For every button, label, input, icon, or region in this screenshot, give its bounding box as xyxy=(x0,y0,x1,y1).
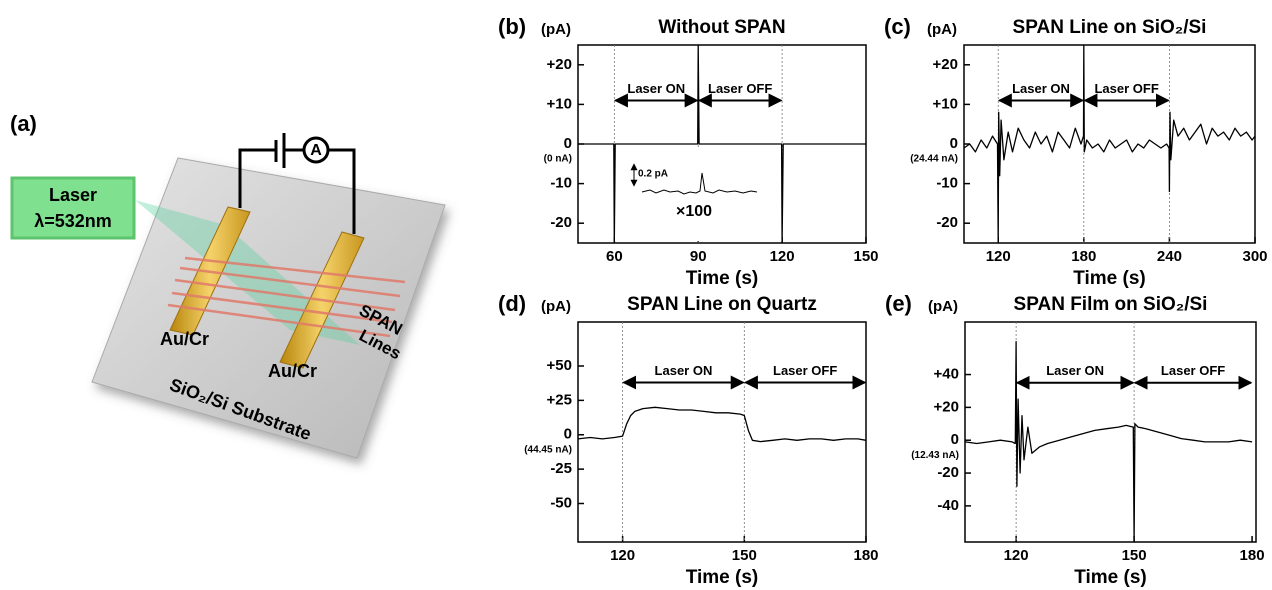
y-axis-label: (pA) xyxy=(541,298,571,315)
y-tick-label: +50 xyxy=(547,357,572,374)
chart: (e) (pA) SPAN Film on SiO₂/Si Time (s) +40 +2… xyxy=(885,291,1265,588)
ammeter-label: A xyxy=(310,142,322,159)
y-tick-label: +20 xyxy=(934,398,959,415)
x-tick-label: 120 xyxy=(1004,547,1029,564)
x-tick-label: 120 xyxy=(770,248,795,265)
inset-scale-label: 0.2 pA xyxy=(638,169,668,180)
panel-label: (b) xyxy=(498,14,526,39)
laser-label: Laser ON xyxy=(1012,81,1070,96)
x-tick-label: 180 xyxy=(1240,547,1265,564)
circuit xyxy=(238,133,356,234)
y-tick-label: +20 xyxy=(933,56,958,73)
laser-label: Laser ON xyxy=(1046,363,1104,378)
x-tick-label: 150 xyxy=(1122,547,1147,564)
chart-title: SPAN Line on SiO₂/Si xyxy=(1013,17,1207,38)
zero-note: (24.44 nA) xyxy=(910,154,958,165)
x-tick-label: 180 xyxy=(1071,248,1096,265)
laser-label: Laser OFF xyxy=(1094,81,1158,96)
x-tick-label: 180 xyxy=(853,547,878,564)
panel-label: (e) xyxy=(885,291,912,316)
current-trace xyxy=(578,44,866,244)
zero-note: (0 nA) xyxy=(544,154,572,165)
substrate xyxy=(91,157,446,459)
current-trace xyxy=(577,406,867,443)
laser-label: Laser ON xyxy=(627,81,685,96)
laser-label: Laser OFF xyxy=(708,81,772,96)
y-tick-label: -20 xyxy=(550,214,572,231)
y-tick-label: +10 xyxy=(933,95,958,112)
x-tick-label: 60 xyxy=(606,248,623,265)
laser-label: Laser OFF xyxy=(773,363,837,378)
laser-label: Laser xyxy=(49,185,97,205)
inset-trace xyxy=(641,172,758,195)
x-axis-label: Time (s) xyxy=(1073,268,1146,289)
y-tick-label: +10 xyxy=(547,95,572,112)
x-tick-label: 150 xyxy=(732,547,757,564)
x-tick-label: 120 xyxy=(610,547,635,564)
panel-label: (a) xyxy=(10,111,37,136)
y-tick-label: -10 xyxy=(550,175,572,192)
y-tick-label: -50 xyxy=(550,494,572,511)
y-tick-label: -10 xyxy=(936,175,958,192)
diagram: (a) A Laser λ=532nm Au/Cr Au/Cr SPAN Lin… xyxy=(10,111,446,459)
y-tick-label: +25 xyxy=(547,391,572,408)
plot-frame xyxy=(577,321,867,543)
current-trace xyxy=(964,341,1253,543)
y-tick-label: 0 xyxy=(564,426,572,443)
chart-title: SPAN Film on SiO₂/Si xyxy=(1014,294,1208,315)
panel-label: (d) xyxy=(498,291,526,316)
current-trace xyxy=(963,44,1256,244)
chart: (b) (pA) Without SPAN Time (s) +20 +10 0 (0 nA)… xyxy=(498,14,879,289)
y-tick-label: +40 xyxy=(934,366,959,383)
chart-title: Without SPAN xyxy=(658,17,785,38)
x-axis-label: Time (s) xyxy=(1074,567,1147,588)
zero-note: (12.43 nA) xyxy=(911,450,959,461)
y-axis-label: (pA) xyxy=(927,21,957,38)
laser-wavelength: λ=532nm xyxy=(34,211,112,231)
inset-box xyxy=(614,148,782,241)
y-axis-label: (pA) xyxy=(928,298,958,315)
span-lines xyxy=(167,256,406,338)
y-tick-label: -25 xyxy=(550,460,572,477)
plot-frame xyxy=(964,321,1257,543)
x-tick-label: 90 xyxy=(690,248,707,265)
y-axis-label: (pA) xyxy=(541,21,571,38)
chart: (d) (pA) SPAN Line on Quartz Time (s) +50 +25… xyxy=(498,291,879,588)
y-tick-label: 0 xyxy=(951,431,959,448)
y-tick-label: 0 xyxy=(950,135,958,152)
y-tick-label: +20 xyxy=(547,56,572,73)
laser-label: Laser ON xyxy=(655,363,713,378)
zero-note: (44.45 nA) xyxy=(524,444,572,455)
laser-box xyxy=(10,176,136,240)
inset-factor-label: ×100 xyxy=(676,203,712,220)
y-tick-label: -20 xyxy=(936,214,958,231)
laser-label: Laser OFF xyxy=(1161,363,1225,378)
x-tick-label: 150 xyxy=(853,248,878,265)
x-axis-label: Time (s) xyxy=(686,268,759,289)
electrode-label: Au/Cr xyxy=(268,361,317,381)
laser-beam xyxy=(135,200,360,345)
plot-frame xyxy=(963,44,1256,244)
y-tick-label: 0 xyxy=(564,135,572,152)
chart: (c) (pA) SPAN Line on SiO₂/Si Time (s) +20 +1… xyxy=(884,14,1268,289)
x-axis-label: Time (s) xyxy=(686,567,759,588)
panel-label: (c) xyxy=(884,14,911,39)
y-tick-label: -40 xyxy=(937,497,959,514)
x-tick-label: 300 xyxy=(1242,248,1267,265)
x-tick-label: 240 xyxy=(1157,248,1182,265)
chart-title: SPAN Line on Quartz xyxy=(627,294,817,315)
x-tick-label: 120 xyxy=(986,248,1011,265)
y-tick-label: -20 xyxy=(937,464,959,481)
electrode-label: Au/Cr xyxy=(160,329,209,349)
